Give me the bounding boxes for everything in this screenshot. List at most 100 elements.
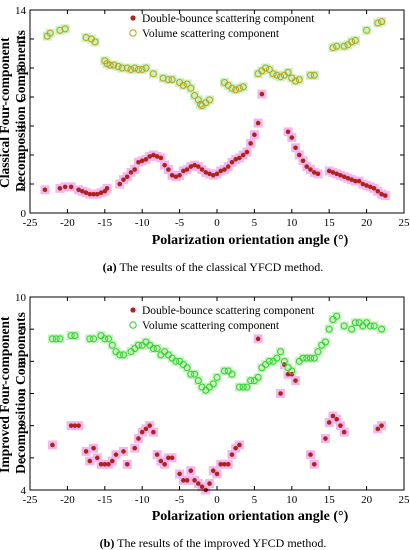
panel-a-double-bounce-point bbox=[259, 91, 265, 97]
panel-a-volume-point bbox=[310, 71, 318, 79]
panel-b-volume-point bbox=[351, 319, 359, 327]
panel-b-double-bounce-point bbox=[237, 442, 242, 448]
panel-b-volume-highlight bbox=[272, 353, 282, 363]
panel-b-volume-point bbox=[321, 338, 329, 346]
panel-a-volume-highlight bbox=[350, 35, 360, 45]
panel-b-volume-point bbox=[366, 322, 374, 330]
panel-a-y-tick-label: 14 bbox=[15, 5, 27, 17]
panel-b-double-bounce-point bbox=[72, 423, 78, 428]
panel-a-double-bounce-point bbox=[345, 175, 351, 181]
panel-b-double-bounce-point bbox=[95, 455, 100, 461]
panel-a-double-bounce-point bbox=[229, 159, 235, 165]
panel-a-double-bounce-point bbox=[210, 173, 216, 178]
panel-a-double-bounce-point bbox=[80, 188, 85, 194]
panel-a-volume-point bbox=[114, 63, 122, 71]
panel-b-y-tick-label: 6 bbox=[21, 421, 27, 433]
panel-a-volume-point bbox=[138, 65, 146, 73]
panel-b-double-bounce-point bbox=[375, 426, 381, 432]
panel-a-double-bounce-point bbox=[296, 152, 302, 158]
panel-b-double-bounce-point bbox=[124, 461, 130, 467]
panel-b-double-bounce-point bbox=[143, 426, 149, 432]
panel-b-y-tick-label: 9 bbox=[21, 324, 27, 336]
panel-a-double-bounce-point bbox=[169, 173, 175, 178]
panel-b-halo-layer bbox=[47, 311, 387, 495]
panel-a-double-bounce-point bbox=[379, 191, 384, 197]
panel-b-double-bounce-point bbox=[311, 461, 317, 467]
panel-b-double-bounce-point bbox=[192, 478, 197, 483]
panel-b-x-tick-label: 10 bbox=[286, 494, 298, 506]
panel-a-double-bounce-point bbox=[151, 152, 156, 158]
panel-a-x-tick-label: -25 bbox=[23, 217, 38, 229]
panel-b-x-tick-label: 15 bbox=[324, 494, 336, 506]
panel-b-volume-point bbox=[108, 341, 116, 349]
panel-a-double-bounce-point bbox=[162, 162, 167, 168]
panel-a-caption-label: (a) bbox=[103, 260, 117, 274]
panel-b-caption-text: The results of the improved YFCD method. bbox=[114, 536, 326, 550]
panel-a-volume-point bbox=[265, 65, 273, 73]
panel-a-double-bounce-point bbox=[104, 186, 110, 191]
panel-a-classical-yfcd: -25 -20 -15 -10 -5 0 5 10 15 20 25 0 2 4 6 8 10 12 14 Doub… bbox=[0, 5, 410, 274]
panel-b-volume-highlight bbox=[276, 347, 286, 357]
panel-a-double-bounce-point bbox=[184, 167, 190, 172]
panel-b-double-bounce-point bbox=[225, 461, 231, 467]
panel-a-caption-text: The results of the classical YFCD method… bbox=[117, 260, 324, 274]
panel-a-double-bounce-point bbox=[237, 155, 242, 161]
panel-b-x-tick-label: 0 bbox=[214, 494, 220, 506]
panel-b-volume-highlight bbox=[208, 379, 218, 389]
panel-b-volume-point bbox=[67, 332, 75, 340]
panel-a-x-tick-label: 25 bbox=[399, 217, 410, 229]
panel-b-double-bounce-point bbox=[76, 423, 81, 428]
panel-a-volume-point bbox=[110, 61, 118, 69]
panel-a-double-bounce-point bbox=[188, 164, 194, 169]
panel-b-legend-marker-volume bbox=[129, 321, 137, 329]
panel-a-double-bounce-point bbox=[181, 168, 186, 174]
panel-a-double-bounce-point bbox=[300, 158, 306, 164]
panel-a-double-bounce-point bbox=[87, 191, 93, 197]
panel-a-volume-point bbox=[106, 61, 114, 69]
panel-a-y-tick-label: 10 bbox=[15, 63, 27, 75]
panel-b-double-bounce-point bbox=[158, 458, 164, 464]
panel-b-tick-layer: -25 -20 -15 -10 -5 0 5 10 15 20 25 4 5 6 7 8 9 10 bbox=[15, 292, 410, 506]
panel-a-double-bounce-point bbox=[326, 168, 332, 174]
panel-b-volume-point bbox=[273, 354, 281, 362]
panel-a-double-bounce-point bbox=[177, 173, 182, 178]
panel-b-volume-point bbox=[134, 341, 142, 349]
panel-b-double-bounce-point bbox=[323, 436, 328, 441]
panel-a-volume-point bbox=[168, 76, 176, 84]
panel-b-volume-point bbox=[239, 383, 247, 391]
panel-b-double-bounce-point bbox=[166, 455, 171, 461]
panel-b-caption-label: (b) bbox=[100, 536, 115, 550]
panel-b-caption: (b) The results of the improved YFCD met… bbox=[100, 536, 327, 550]
panel-b-volume-point bbox=[310, 354, 318, 362]
panel-a-y-axis-title: Classical Four-component Decomposition C… bbox=[0, 30, 28, 192]
panel-a-volume-highlight bbox=[186, 83, 196, 93]
panel-a-volume-point bbox=[91, 38, 99, 46]
panel-a-volume-point bbox=[61, 25, 69, 33]
panel-b-double-bounce-point bbox=[341, 429, 347, 435]
panel-a-volume-highlight bbox=[141, 63, 151, 73]
panel-b-double-bounce-point bbox=[218, 461, 224, 467]
panel-b-volume-point bbox=[172, 357, 180, 365]
panel-b-volume-highlight bbox=[309, 353, 319, 363]
panel-a-volume-highlight bbox=[158, 73, 168, 83]
panel-a-volume-highlight bbox=[294, 75, 304, 85]
panel-b-volume-highlight bbox=[89, 334, 99, 344]
panel-a-volume-highlight bbox=[332, 41, 342, 51]
panel-b-volume-point bbox=[254, 373, 262, 381]
panel-a-x-axis-title: Polarization orientation angle (°) bbox=[152, 233, 349, 248]
panel-b-y-tick-label: 8 bbox=[21, 356, 27, 368]
panel-a-x-tick-label: -15 bbox=[97, 217, 112, 229]
panel-b-volume-point bbox=[280, 357, 288, 365]
panel-b-volume-point bbox=[120, 351, 127, 359]
panel-b-double-bounce-point bbox=[233, 445, 238, 451]
panel-a-volume-highlight bbox=[377, 17, 387, 27]
panel-b-double-bounce-point bbox=[109, 458, 115, 464]
panel-a-double-bounce-point bbox=[136, 159, 141, 165]
panel-a-volume-point bbox=[123, 64, 131, 72]
panel-b-double-bounce-point bbox=[139, 429, 145, 435]
panel-b-volume-highlight bbox=[107, 340, 117, 350]
panel-b-volume-point bbox=[288, 367, 296, 375]
panel-b-double-bounce-point bbox=[91, 445, 96, 451]
panel-a-volume-point bbox=[232, 86, 240, 94]
